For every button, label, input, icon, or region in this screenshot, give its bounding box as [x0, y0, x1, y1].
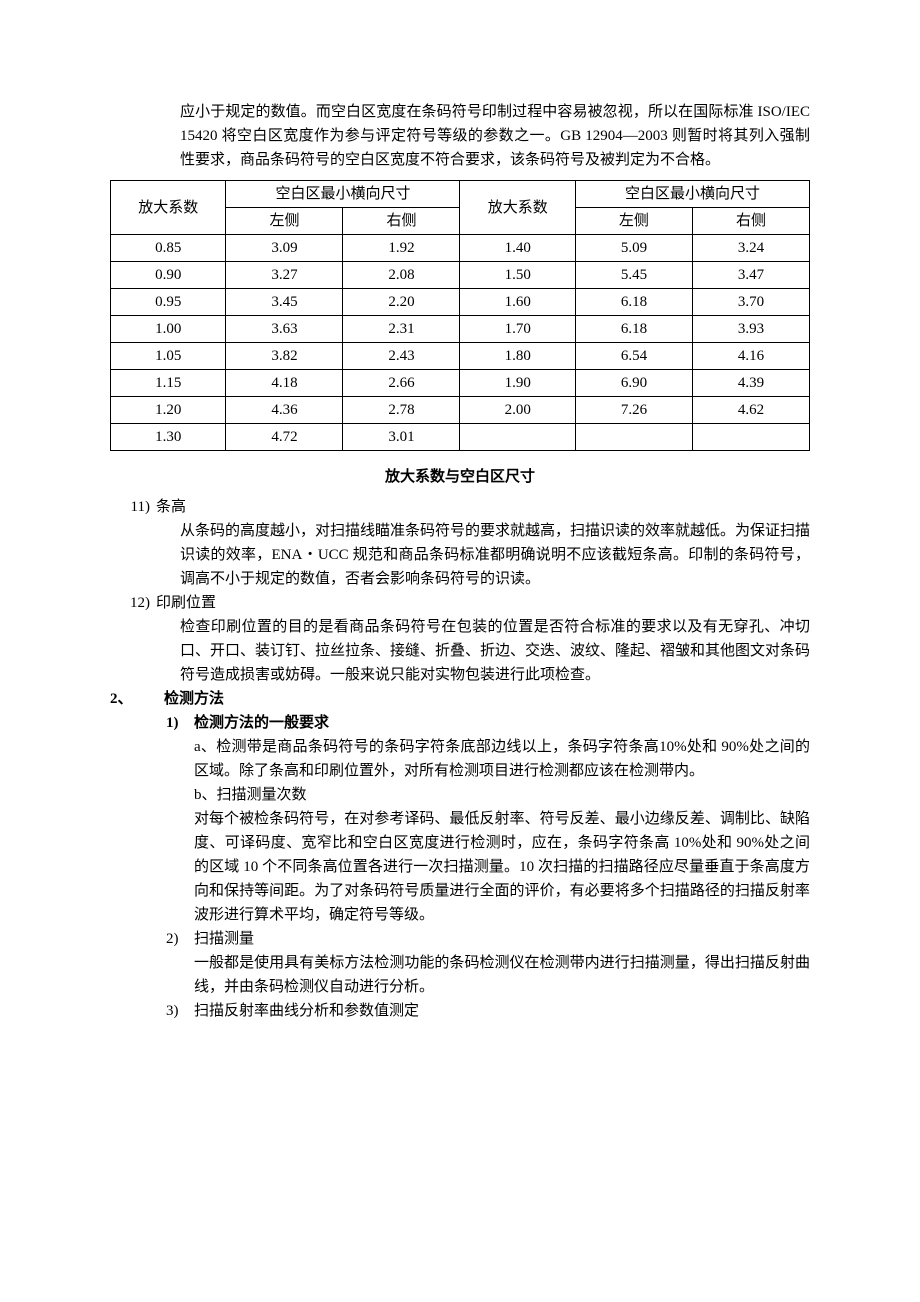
item-number: 11): [110, 495, 156, 519]
sub-2: 2) 扫描测量: [110, 927, 810, 951]
item-title: 条高: [156, 495, 810, 519]
item-12-body: 检查印刷位置的目的是看商品条码符号在包装的位置是否符合标准的要求以及有无穿孔、冲…: [110, 615, 810, 687]
section-number: 2、: [110, 687, 134, 711]
item-number: 12): [110, 591, 156, 615]
sub-number: 1): [166, 711, 194, 735]
sub-1-a: a、检测带是商品条码符号的条码字符条底部边线以上，条码字符条高10%处和 90%…: [110, 735, 810, 783]
th-left-r: 右侧: [343, 208, 460, 235]
sub-2-body: 一般都是使用具有美标方法检测功能的条码检测仪在检测带内进行扫描测量，得出扫描反射…: [110, 951, 810, 999]
sub-title: 检测方法的一般要求: [194, 711, 810, 735]
sub-3: 3) 扫描反射率曲线分析和参数值测定: [110, 999, 810, 1023]
table-row: 1.003.632.311.706.183.93: [111, 316, 810, 343]
sub-number: 3): [166, 999, 194, 1023]
sub-1: 1) 检测方法的一般要求: [110, 711, 810, 735]
th-left-l: 左侧: [226, 208, 343, 235]
th-right-l: 左侧: [575, 208, 692, 235]
item-11: 11) 条高: [110, 495, 810, 519]
th-right-r: 右侧: [692, 208, 809, 235]
sub-title: 扫描测量: [194, 927, 810, 951]
sub-number: 2): [166, 927, 194, 951]
sub-title: 扫描反射率曲线分析和参数值测定: [194, 999, 810, 1023]
th-left-size: 空白区最小横向尺寸: [226, 181, 460, 208]
table-row: 1.304.723.01: [111, 424, 810, 451]
sub-1-b-body: 对每个被检条码符号，在对参考译码、最低反射率、符号反差、最小边缘反差、调制比、缺…: [110, 807, 810, 927]
table-caption: 放大系数与空白区尺寸: [110, 465, 810, 489]
item-12: 12) 印刷位置: [110, 591, 810, 615]
blank-zone-table: 放大系数 空白区最小横向尺寸 放大系数 空白区最小横向尺寸 左侧 右侧 左侧 右…: [110, 180, 810, 451]
th-right-factor: 放大系数: [460, 181, 575, 235]
table-row: 0.903.272.081.505.453.47: [111, 262, 810, 289]
table-row: 1.154.182.661.906.904.39: [111, 370, 810, 397]
table-row: 1.204.362.782.007.264.62: [111, 397, 810, 424]
item-11-body: 从条码的高度越小，对扫描线瞄准条码符号的要求就越高，扫描识读的效率就越低。为保证…: [110, 519, 810, 591]
section-2: 2、 检测方法: [110, 687, 810, 711]
table-row: 0.953.452.201.606.183.70: [111, 289, 810, 316]
th-left-factor: 放大系数: [111, 181, 226, 235]
sub-1-b-title: b、扫描测量次数: [110, 783, 810, 807]
intro-paragraph: 应小于规定的数值。而空白区宽度在条码符号印制过程中容易被忽视，所以在国际标准 I…: [110, 100, 810, 172]
section-title: 检测方法: [134, 687, 224, 711]
table-row: 0.853.091.921.405.093.24: [111, 235, 810, 262]
item-title: 印刷位置: [156, 591, 810, 615]
table-row: 1.053.822.431.806.544.16: [111, 343, 810, 370]
th-right-size: 空白区最小横向尺寸: [575, 181, 809, 208]
